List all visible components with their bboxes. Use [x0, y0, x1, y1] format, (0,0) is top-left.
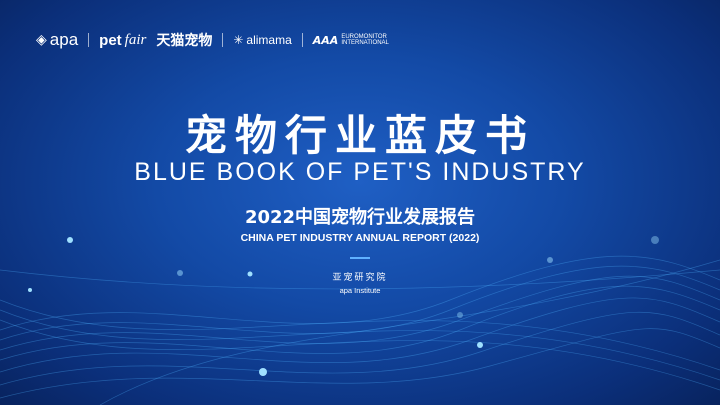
- divider: [222, 33, 224, 47]
- publisher-cn: 亚宠研究院: [332, 273, 388, 283]
- euromonitor-logo: AAA EUROMONITOR INTERNATIONAL: [312, 33, 389, 47]
- apa-emblem-icon: ◈: [36, 32, 47, 48]
- apa-logo: ◈ apa: [36, 30, 79, 49]
- subtitle-en: CHINA PET INDUSTRY ANNUAL REPORT (2022): [240, 232, 480, 244]
- publisher-en: apa Institute: [339, 286, 381, 295]
- alimama-logo: ✳ alimama: [233, 33, 292, 47]
- partner-logos: ◈ apa pet fair 天猫宠物 ✳ alimama AAA EUROMON…: [36, 30, 389, 50]
- title-cn: 宠物行业蓝皮书: [184, 111, 535, 160]
- title-en: BLUE BOOK OF PET'S INDUSTRY: [134, 158, 586, 186]
- tmall-pet-logo: 天猫宠物: [156, 33, 213, 49]
- alimama-star-icon: ✳: [233, 33, 244, 47]
- accent-divider: [350, 257, 370, 259]
- divider: [301, 33, 303, 47]
- petfair-logo: pet fair: [99, 31, 147, 49]
- divider: [88, 33, 90, 47]
- euromonitor-emblem-icon: AAA: [312, 33, 339, 47]
- subtitle-cn: 2022中国宠物行业发展报告: [244, 207, 476, 228]
